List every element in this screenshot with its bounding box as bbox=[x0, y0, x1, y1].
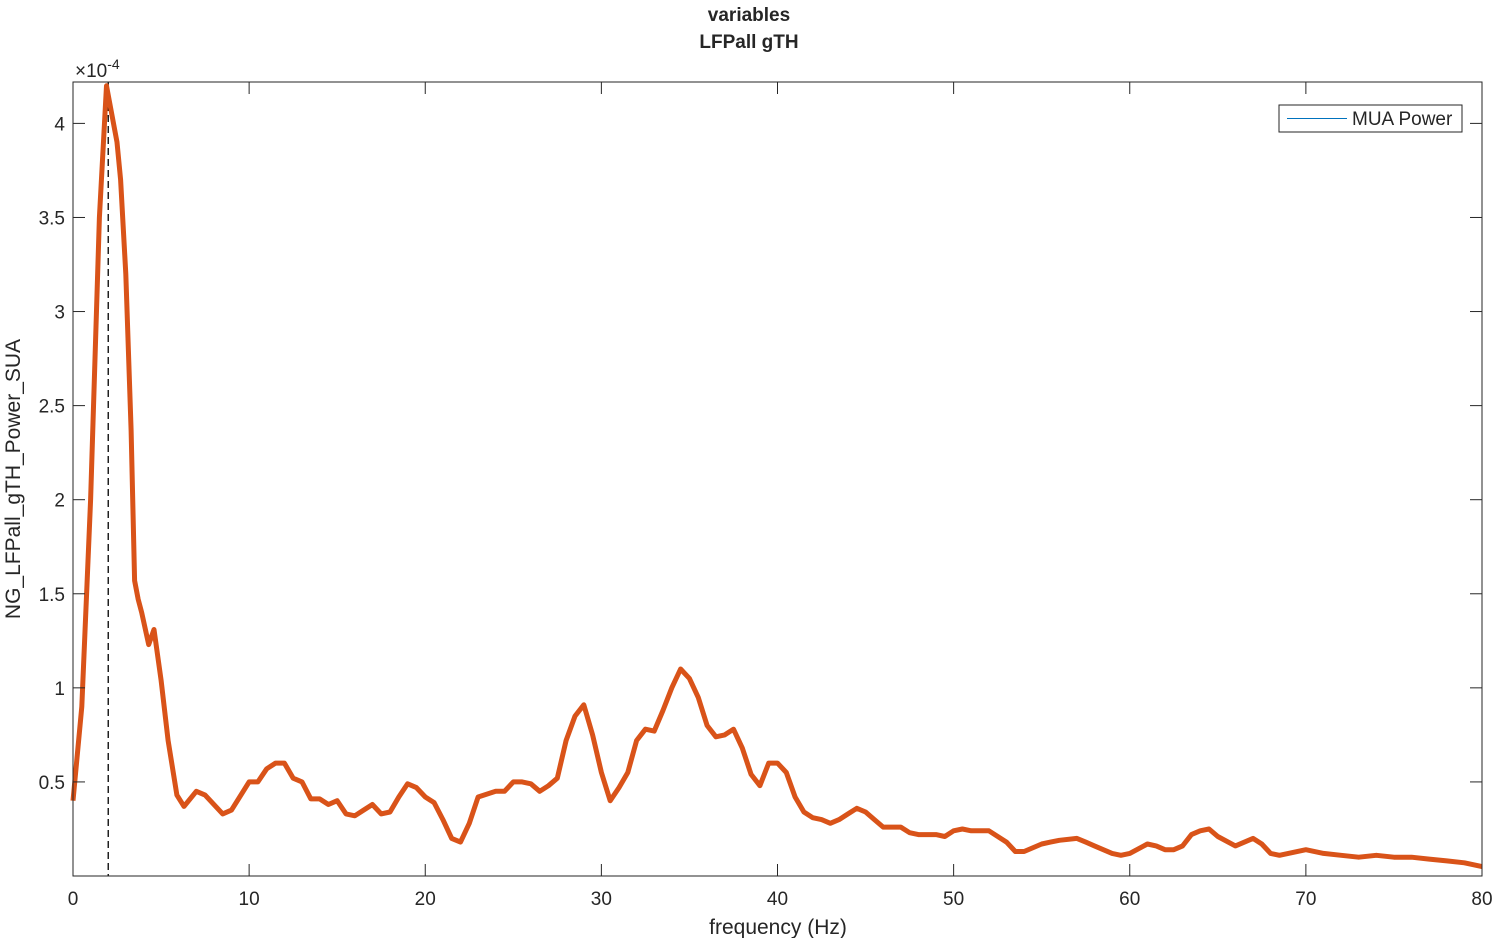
x-tick-label: 0 bbox=[68, 889, 79, 910]
y-tick-label: 3.5 bbox=[39, 208, 65, 229]
legend-label: MUA Power bbox=[1352, 109, 1453, 130]
multiplier-base: ×10 bbox=[75, 61, 107, 82]
x-tick-label: 10 bbox=[239, 889, 260, 910]
y-axis-label: NG_LFPall_gTH_Power_SUA bbox=[2, 339, 25, 619]
y-tick-label: 2 bbox=[54, 491, 65, 512]
y-tick-label: 4 bbox=[54, 114, 65, 135]
y-tick-label: 1 bbox=[54, 679, 65, 700]
chart-title: variables bbox=[708, 5, 790, 26]
x-tick-label: 50 bbox=[943, 889, 964, 910]
chart-subtitle: LFPall gTH bbox=[699, 32, 798, 53]
plot-area bbox=[73, 82, 1482, 876]
x-tick-label: 30 bbox=[591, 889, 612, 910]
x-axis-label: frequency (Hz) bbox=[709, 916, 847, 938]
x-tick-label: 70 bbox=[1295, 889, 1316, 910]
x-tick-label: 60 bbox=[1119, 889, 1140, 910]
x-tick-label: 40 bbox=[767, 889, 788, 910]
y-tick-label: 1.5 bbox=[39, 585, 65, 606]
data-line bbox=[70, 83, 1483, 870]
multiplier-exponent: -4 bbox=[107, 56, 120, 72]
y-tick-label: 0.5 bbox=[39, 773, 65, 794]
y-tick-label: 2.5 bbox=[39, 397, 65, 418]
y-multiplier: ×10-4 bbox=[75, 56, 120, 82]
x-tick-label: 80 bbox=[1471, 889, 1492, 910]
y-tick-label: 3 bbox=[54, 303, 65, 324]
x-tick-label: 20 bbox=[415, 889, 436, 910]
